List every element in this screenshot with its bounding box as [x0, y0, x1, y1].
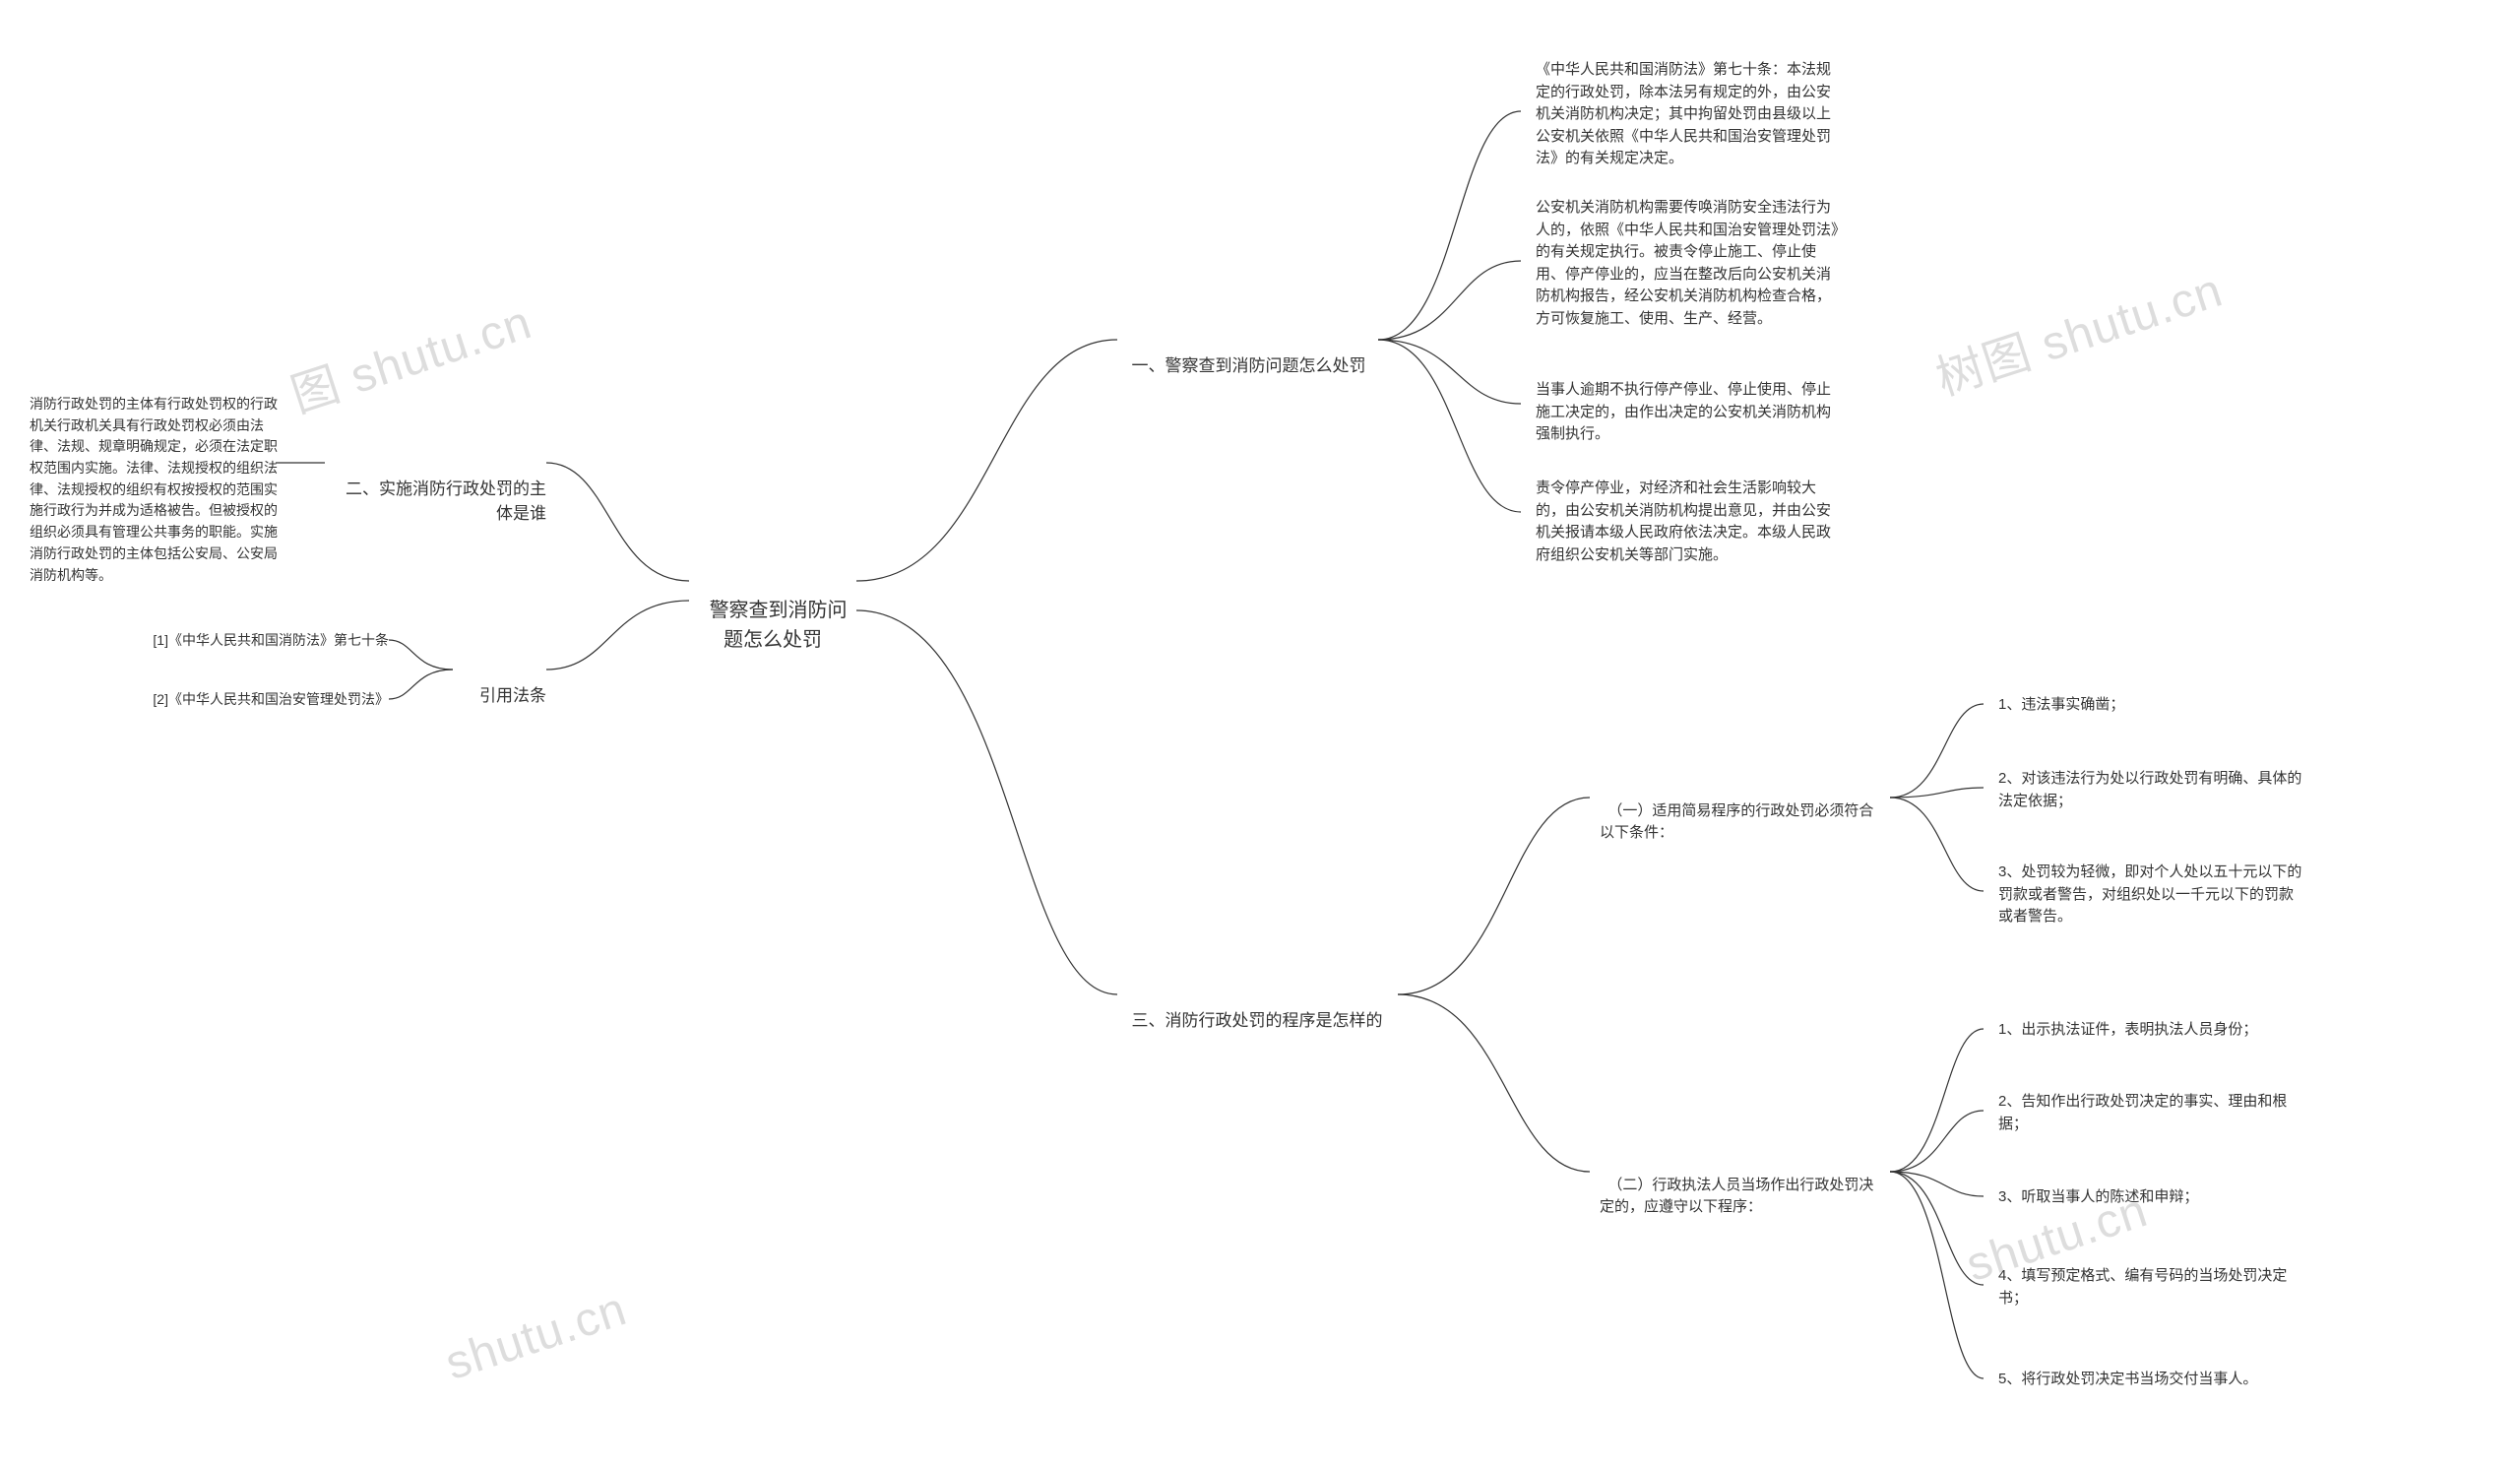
branch-3-sub1-item-1: 2、对该违法行为处以行政处罚有明确、具体的法定依据； — [1998, 768, 2303, 812]
branch-ref: 引用法条 — [458, 658, 546, 708]
branch-3-sub1-item-2: 3、处罚较为轻微，即对个人处以五十元以下的罚款或者警告，对组织处以一千元以下的罚… — [1998, 862, 2303, 928]
branch-3-sub2: （二）行政执法人员当场作出行政处罚决定的，应遵守以下程序： — [1600, 1152, 1885, 1219]
connector-layer — [0, 0, 2520, 1469]
branch-1-leaf-0: 《中华人民共和国消防法》第七十条：本法规定的行政处罚，除本法另有规定的外，由公安… — [1536, 59, 1841, 170]
branch-1-leaf-3: 责令停产停业，对经济和社会生活影响较大的，由公安机关消防机构提出意见，并由公安机… — [1536, 478, 1841, 566]
branch-3-sub2-item-3: 4、填写预定格式、编有号码的当场处罚决定书； — [1998, 1265, 2303, 1309]
branch-2-detail: 消防行政处罚的主体有行政处罚权的行政机关行政机关具有行政处罚权必须由法律、法规、… — [30, 394, 281, 586]
watermark: shutu.cn — [439, 1282, 633, 1391]
branch-3-sub1-item-0: 1、违法事实确凿； — [1998, 694, 2124, 717]
watermark: 树图 shutu.cn — [1926, 251, 2231, 409]
branch-3-sub1: （一）适用简易程序的行政处罚必须符合以下条件： — [1600, 778, 1885, 845]
branch-3-sub2-item-4: 5、将行政处罚决定书当场交付当事人。 — [1998, 1369, 2257, 1391]
branch-2-label: 二、实施消防行政处罚的主体是谁 — [346, 479, 546, 524]
branch-3-sub2-item-2: 3、听取当事人的陈述和申辩； — [1998, 1186, 2198, 1209]
branch-3-label: 三、消防行政处罚的程序是怎样的 — [1131, 1011, 1382, 1030]
root-label: 警察查到消防问题怎么处罚 — [710, 600, 848, 651]
branch-ref-label: 引用法条 — [479, 686, 546, 705]
branch-2: 二、实施消防行政处罚的主体是谁 — [330, 451, 546, 527]
root-node: 警察查到消防问题怎么处罚 — [689, 566, 856, 655]
branch-1-leaf-2: 当事人逾期不执行停产停业、停止使用、停止施工决定的，由作出决定的公安机关消防机构… — [1536, 379, 1841, 446]
ref-item-1: [2]《中华人民共和国治安管理处罚法》 — [133, 689, 389, 710]
branch-1-label: 一、警察查到消防问题怎么处罚 — [1131, 356, 1365, 375]
branch-3-sub2-item-0: 1、出示执法证件，表明执法人员身份； — [1998, 1019, 2257, 1042]
branch-3-sub2-item-1: 2、告知作出行政处罚决定的事实、理由和根据； — [1998, 1091, 2303, 1135]
branch-3-sub2-label: （二）行政执法人员当场作出行政处罚决定的，应遵守以下程序： — [1600, 1177, 1873, 1216]
branch-3: 三、消防行政处罚的程序是怎样的 — [1122, 983, 1382, 1033]
branch-1-leaf-1: 公安机关消防机构需要传唤消防安全违法行为人的，依照《中华人民共和国治安管理处罚法… — [1536, 197, 1841, 330]
ref-item-0: [1]《中华人民共和国消防法》第七十条 — [133, 630, 389, 651]
branch-1: 一、警察查到消防问题怎么处罚 — [1122, 328, 1365, 378]
branch-3-sub1-label: （一）适用简易程序的行政处罚必须符合以下条件： — [1600, 802, 1873, 842]
watermark: 图 shutu.cn — [281, 284, 538, 426]
